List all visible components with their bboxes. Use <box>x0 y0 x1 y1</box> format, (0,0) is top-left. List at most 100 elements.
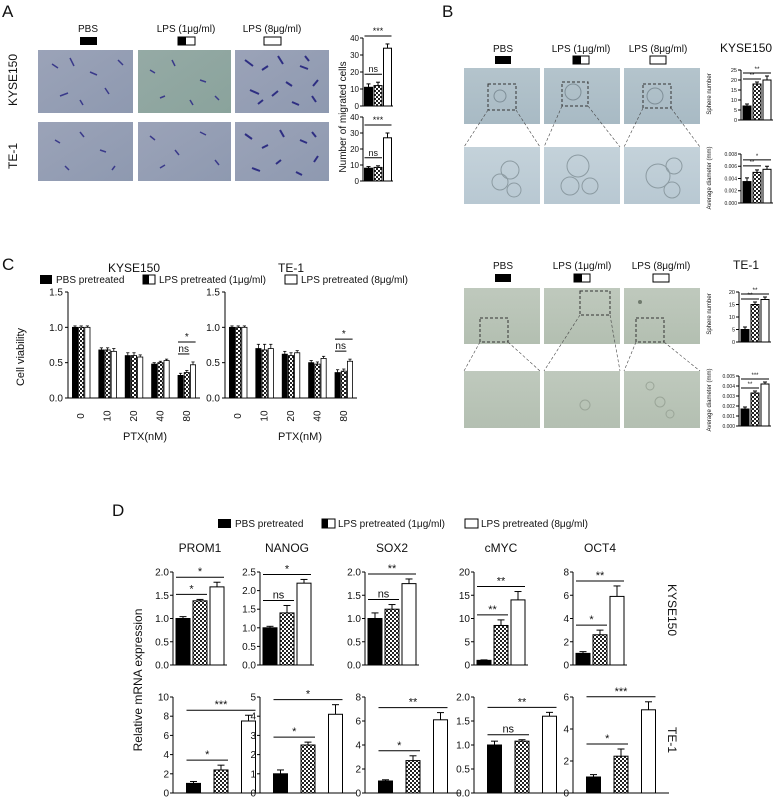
B-k-sphere-ylabel: Sphere number <box>707 73 713 114</box>
y-tick-label: 30 <box>350 51 359 60</box>
bar <box>364 86 373 107</box>
bar <box>750 392 760 427</box>
bar <box>487 744 502 794</box>
y-tick-label: 1.5 <box>155 591 169 602</box>
y-tick-label: 0.002 <box>724 189 737 195</box>
significance-label: ** <box>752 287 758 294</box>
significance-label: ** <box>749 72 755 79</box>
chart-title: OCT4 <box>584 541 616 555</box>
bar <box>110 350 117 399</box>
y-tick-label: 0.5 <box>242 642 256 653</box>
bar <box>367 618 383 666</box>
chart-A-te1: 0 10 20 30 40 ns *** <box>350 113 393 186</box>
y-tick-label: 8 <box>355 693 361 704</box>
y-tick-label: 0.5 <box>347 637 361 648</box>
bar <box>320 358 327 399</box>
chart-D-kyse150-prom1: 0.0 0.5 1.0 1.5 2.0 * * PROM1 <box>155 541 227 672</box>
bar <box>334 372 341 399</box>
bar <box>401 583 417 666</box>
y-tick-label: 10 <box>731 98 737 104</box>
y-tick-label: 1.5 <box>242 605 256 616</box>
significance-label: ** <box>497 576 506 588</box>
B-t-col-header-lps8: LPS (8μg/ml) <box>632 261 691 272</box>
bar <box>383 47 392 107</box>
bar <box>228 326 235 399</box>
y-tick-label: 10 <box>350 85 359 94</box>
D-row-label-te1: TE-1 <box>665 727 679 753</box>
significance-label: * <box>185 332 189 343</box>
bar <box>78 326 85 399</box>
B-k-zoom-image-lps8 <box>624 147 700 204</box>
significance-label: *** <box>215 699 229 711</box>
y-tick-label: 0.005 <box>722 374 735 380</box>
bar <box>750 304 760 343</box>
y-tick-label: 0.0 <box>155 661 169 672</box>
A-row-label-kyse150: KYSE150 <box>6 54 20 106</box>
B-t-zoom-image-pbs <box>464 371 540 428</box>
y-tick-label: 0.006 <box>724 164 737 170</box>
D-legend-label-lps8: LPS pretreated (8μg/ml) <box>481 519 588 530</box>
D-legend-label-lps1: LPS pretreated (1μg/ml) <box>338 519 445 530</box>
y-tick-label: 1.0 <box>206 323 220 334</box>
chart-A-kyse150: 0 10 20 30 40 ns *** <box>350 26 393 111</box>
bar <box>740 408 750 427</box>
bar <box>762 79 772 121</box>
bar <box>613 755 629 794</box>
y-tick-label: 20 <box>731 78 737 84</box>
D-legend-label-pbs: PBS pretreated <box>235 519 303 530</box>
y-tick-label: 1.5 <box>347 591 361 602</box>
y-tick-label: 0.002 <box>722 404 735 410</box>
A-swatch-pbs <box>80 37 97 45</box>
significance-label: * <box>397 740 402 752</box>
x-tick-label: 10 <box>260 410 271 422</box>
D-chart-grid: 0.00.51.01.52.0**PROM10246810****0.00.51… <box>155 541 669 798</box>
bar <box>175 618 191 666</box>
significance-label: ** <box>488 604 497 616</box>
bar <box>104 349 111 399</box>
y-tick-label: 0 <box>250 789 256 798</box>
bar <box>542 715 557 794</box>
bar <box>740 329 750 343</box>
bar <box>328 713 343 794</box>
chart-D-kyse150-cmyc: 0 5 10 15 20 ** ** cMYC <box>459 541 528 672</box>
bar <box>586 776 601 794</box>
B-k-col-header-lps1: LPS (1μg/ml) <box>552 44 611 55</box>
bar <box>609 595 625 666</box>
y-tick-label: 0 <box>734 118 737 124</box>
significance-label: * <box>756 154 759 160</box>
bar <box>405 760 421 794</box>
y-tick-label: 0.5 <box>456 765 470 776</box>
B-k-swatch-lps8 <box>649 55 667 65</box>
A-micrograph-kyse150-lps1 <box>138 50 231 113</box>
A-swatch-lps1 <box>177 36 196 46</box>
significance-label: ** <box>748 382 753 388</box>
bar <box>287 355 294 399</box>
y-tick-label: 0 <box>163 789 169 798</box>
chart-title: SOX2 <box>376 541 408 555</box>
y-tick-label: 0 <box>464 661 470 672</box>
bar <box>281 353 288 399</box>
B-t-swatch-lps1 <box>573 273 591 283</box>
B-t-zoom-image-lps1 <box>544 371 620 428</box>
y-tick-label: 1.0 <box>242 623 256 634</box>
chart-B-kyse150-sphere: 0 5 10 15 20 25 **** <box>731 66 773 124</box>
bar <box>592 634 608 666</box>
y-tick-label: 0 <box>355 789 361 798</box>
bar <box>177 374 184 399</box>
B-t-zoom-image-lps8 <box>624 371 700 428</box>
bar <box>383 137 392 182</box>
y-tick-label: 4 <box>355 741 361 752</box>
y-tick-label: 2.5 <box>242 568 256 579</box>
A-col-header-lps8: LPS (8μg/ml) <box>243 24 302 35</box>
significance-label: * <box>589 614 594 626</box>
y-tick-label: 2 <box>563 757 569 768</box>
y-tick-label: 15 <box>729 302 735 308</box>
y-tick-label: 2 <box>250 750 256 761</box>
bar <box>124 355 131 399</box>
y-tick-label: 4 <box>163 750 169 761</box>
y-tick-label: 0.003 <box>722 394 735 400</box>
y-tick-label: 0.0 <box>242 661 256 672</box>
